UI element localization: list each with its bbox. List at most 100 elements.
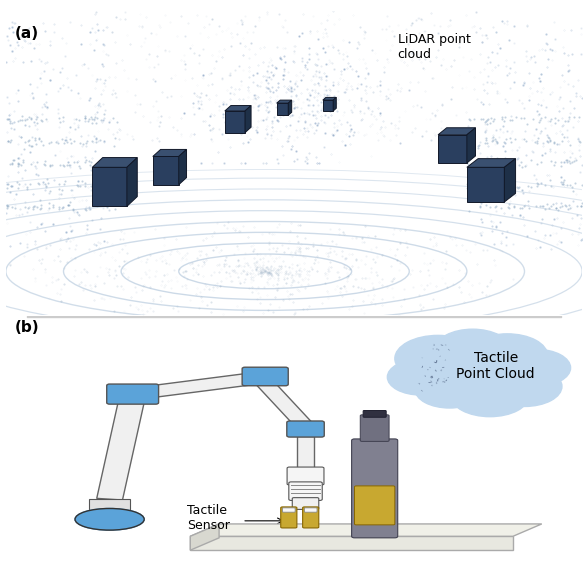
- Point: [111, 158, 121, 167]
- Point: [577, 180, 587, 189]
- Point: [561, 202, 570, 211]
- Point: [41, 114, 51, 123]
- Point: [474, 179, 483, 188]
- Text: ': ': [433, 369, 441, 378]
- Point: [524, 196, 533, 205]
- Point: [75, 138, 85, 147]
- Circle shape: [395, 336, 481, 382]
- Text: `: `: [445, 359, 449, 365]
- Point: [474, 156, 483, 165]
- Point: [519, 114, 529, 123]
- Point: [485, 118, 495, 127]
- Point: [545, 176, 554, 185]
- Point: [82, 138, 91, 147]
- Point: [545, 135, 554, 144]
- Point: [473, 179, 482, 188]
- Point: [15, 160, 24, 169]
- Point: [95, 180, 104, 189]
- Point: [41, 180, 50, 189]
- Point: [572, 156, 581, 165]
- Polygon shape: [467, 128, 476, 163]
- Point: [483, 158, 492, 167]
- Circle shape: [451, 375, 529, 416]
- Point: [28, 204, 38, 213]
- Point: [84, 115, 93, 124]
- Point: [26, 141, 36, 150]
- Point: [491, 202, 500, 211]
- Point: [90, 115, 99, 124]
- Point: [543, 200, 552, 209]
- Point: [533, 179, 542, 188]
- Point: [97, 158, 106, 167]
- Point: [83, 117, 93, 126]
- Point: [6, 138, 15, 147]
- Point: [568, 187, 577, 196]
- Point: [466, 138, 476, 147]
- Point: [466, 154, 475, 163]
- Point: [21, 202, 30, 211]
- Point: [512, 113, 521, 122]
- Point: [16, 160, 26, 169]
- Point: [497, 114, 507, 123]
- Point: [14, 117, 23, 126]
- Point: [481, 201, 490, 210]
- Point: [500, 158, 509, 167]
- Point: [103, 179, 112, 188]
- Point: [2, 183, 11, 192]
- Point: [81, 157, 90, 166]
- Point: [75, 163, 85, 172]
- Point: [536, 157, 546, 166]
- Point: [63, 201, 72, 210]
- Text: ': ': [438, 369, 442, 375]
- Point: [92, 202, 102, 211]
- Point: [45, 139, 54, 148]
- Point: [76, 181, 85, 190]
- Point: [22, 183, 31, 192]
- Point: [516, 158, 526, 167]
- Point: [528, 115, 537, 124]
- Point: [486, 114, 495, 123]
- Circle shape: [502, 350, 570, 387]
- Point: [546, 202, 556, 211]
- Point: [69, 157, 78, 166]
- Point: [103, 183, 112, 192]
- FancyBboxPatch shape: [289, 482, 322, 500]
- Point: [516, 113, 526, 122]
- Circle shape: [387, 359, 454, 395]
- Point: [540, 205, 550, 214]
- Point: [4, 202, 13, 211]
- Point: [500, 181, 509, 190]
- Point: [5, 160, 15, 169]
- Point: [467, 179, 476, 188]
- Text: .: .: [447, 373, 449, 379]
- Point: [81, 181, 90, 190]
- Point: [108, 182, 117, 191]
- Point: [497, 112, 506, 121]
- Point: [32, 112, 42, 121]
- Point: [553, 115, 563, 124]
- Point: [2, 203, 12, 212]
- Point: [549, 137, 559, 146]
- FancyBboxPatch shape: [107, 384, 159, 404]
- Point: [90, 112, 99, 121]
- Point: [503, 203, 512, 212]
- Point: [57, 135, 66, 144]
- Point: [476, 114, 485, 123]
- Point: [523, 182, 533, 191]
- Point: [533, 139, 542, 148]
- Point: [476, 198, 485, 207]
- Text: Tactile
Sensor: Tactile Sensor: [188, 504, 230, 532]
- Point: [64, 160, 74, 169]
- Point: [114, 185, 123, 194]
- Point: [473, 144, 482, 153]
- Point: [55, 185, 64, 194]
- Point: [5, 119, 14, 128]
- Point: [550, 114, 559, 123]
- Point: [505, 182, 514, 191]
- Polygon shape: [153, 156, 179, 185]
- Text: ,: ,: [421, 360, 423, 369]
- Point: [505, 200, 514, 209]
- Polygon shape: [179, 149, 186, 185]
- Point: [482, 116, 491, 125]
- Point: [508, 159, 517, 168]
